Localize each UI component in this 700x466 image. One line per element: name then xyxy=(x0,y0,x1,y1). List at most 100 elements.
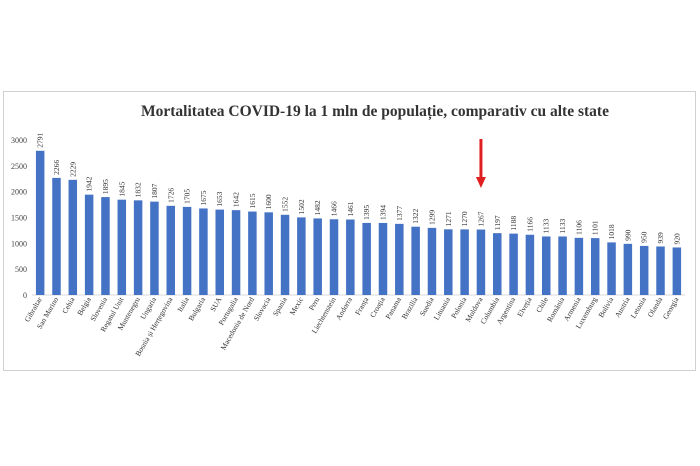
annotation xyxy=(475,139,486,188)
data-label: 920 xyxy=(672,233,681,245)
data-label: 1895 xyxy=(101,179,110,194)
data-label: 1675 xyxy=(199,190,208,205)
bar xyxy=(362,222,371,295)
bar xyxy=(525,234,535,295)
x-tick-label: Georgia xyxy=(661,295,681,321)
data-label: 950 xyxy=(640,231,649,243)
x-tick-label: Mexic xyxy=(288,295,306,317)
data-label: 1466 xyxy=(330,201,339,216)
bar xyxy=(656,246,665,295)
bar xyxy=(248,211,257,295)
bar xyxy=(558,236,567,295)
x-tick-label: Letonia xyxy=(629,295,649,320)
data-label: 1552 xyxy=(281,197,290,212)
bar xyxy=(460,229,469,295)
bar xyxy=(493,233,502,295)
data-label: 1271 xyxy=(444,211,453,226)
data-label: 1482 xyxy=(313,200,322,215)
bar xyxy=(672,247,682,295)
bar xyxy=(427,227,437,295)
data-label: 1101 xyxy=(591,220,600,235)
y-tick-label: 1500 xyxy=(11,214,27,223)
x-tick-label: Elveția xyxy=(515,295,534,318)
bar xyxy=(395,223,404,295)
bar xyxy=(411,226,420,295)
x-tick-label: Andorra xyxy=(334,295,355,322)
bar xyxy=(166,205,176,295)
data-labels: 2791 2266 2229 1942 1895 1845 1832 1807 1726 1705… xyxy=(36,133,682,245)
bar xyxy=(84,194,94,295)
bar xyxy=(231,210,241,295)
arrow-head-icon xyxy=(475,177,486,188)
bar xyxy=(444,229,453,295)
x-tick-label: Spania xyxy=(271,295,289,318)
bar xyxy=(68,179,78,295)
data-label: 1377 xyxy=(395,206,404,221)
y-tick-label: 2500 xyxy=(11,162,27,171)
bars xyxy=(35,150,682,295)
data-label: 1653 xyxy=(215,191,224,206)
bar xyxy=(378,222,388,295)
data-label: 1461 xyxy=(346,201,355,216)
data-label: 2791 xyxy=(36,133,45,148)
data-label: 1705 xyxy=(183,189,192,204)
bar xyxy=(329,219,339,295)
x-tick-label: Brazilia xyxy=(400,295,420,321)
y-tick-label: 1000 xyxy=(11,239,27,248)
y-tick-label: 500 xyxy=(15,265,27,274)
bar xyxy=(639,245,649,295)
data-label: 1600 xyxy=(264,194,273,209)
bar xyxy=(264,212,273,295)
bar xyxy=(623,243,633,295)
bar xyxy=(607,242,616,295)
data-label: 1615 xyxy=(248,193,257,208)
data-label: 1267 xyxy=(476,211,485,226)
data-label: 1832 xyxy=(134,182,143,197)
data-label: 1395 xyxy=(362,205,371,220)
x-tick-label: Bulgaria xyxy=(186,295,207,322)
bar xyxy=(574,237,584,295)
data-label: 1322 xyxy=(411,208,420,223)
data-label: 1502 xyxy=(297,199,306,214)
chart-title: Mortalitatea COVID-19 la 1 mln de popula… xyxy=(141,103,609,120)
bar xyxy=(150,201,159,295)
data-label: 1197 xyxy=(493,215,502,230)
bar xyxy=(280,214,290,295)
data-label: 2266 xyxy=(52,160,61,175)
bar xyxy=(313,218,322,295)
x-tick-label: Slovacia xyxy=(252,295,273,322)
data-label: 1133 xyxy=(542,218,551,233)
x-tick-label: Italia xyxy=(175,295,191,313)
data-label: 1394 xyxy=(378,205,387,220)
x-tick-label: Peru xyxy=(307,295,322,312)
data-label: 1642 xyxy=(232,192,241,207)
bar xyxy=(346,219,355,295)
data-label: 2229 xyxy=(68,162,77,177)
bar xyxy=(215,209,224,295)
bar xyxy=(133,200,143,295)
y-tick-label: 2000 xyxy=(11,188,27,197)
bar xyxy=(101,197,110,295)
data-label: 990 xyxy=(623,229,632,241)
bar xyxy=(297,217,306,295)
data-label: 1942 xyxy=(85,176,94,191)
bar xyxy=(541,236,551,295)
data-label: 1807 xyxy=(150,183,159,198)
bar xyxy=(476,229,486,295)
y-tick-label: 3000 xyxy=(11,136,27,145)
x-tick-label: SUA xyxy=(208,295,224,313)
data-label: 1133 xyxy=(558,218,567,233)
bar xyxy=(117,199,127,295)
data-label: 1845 xyxy=(117,181,126,196)
data-label: 1106 xyxy=(574,220,583,235)
y-tick-label: 0 xyxy=(23,291,27,300)
data-label: 1726 xyxy=(166,188,175,203)
bar xyxy=(52,177,61,295)
bar xyxy=(35,150,45,295)
x-tick-label: Chile xyxy=(534,295,550,314)
bar xyxy=(199,208,208,295)
data-label: 1188 xyxy=(509,216,518,231)
data-label: 1270 xyxy=(460,211,469,226)
